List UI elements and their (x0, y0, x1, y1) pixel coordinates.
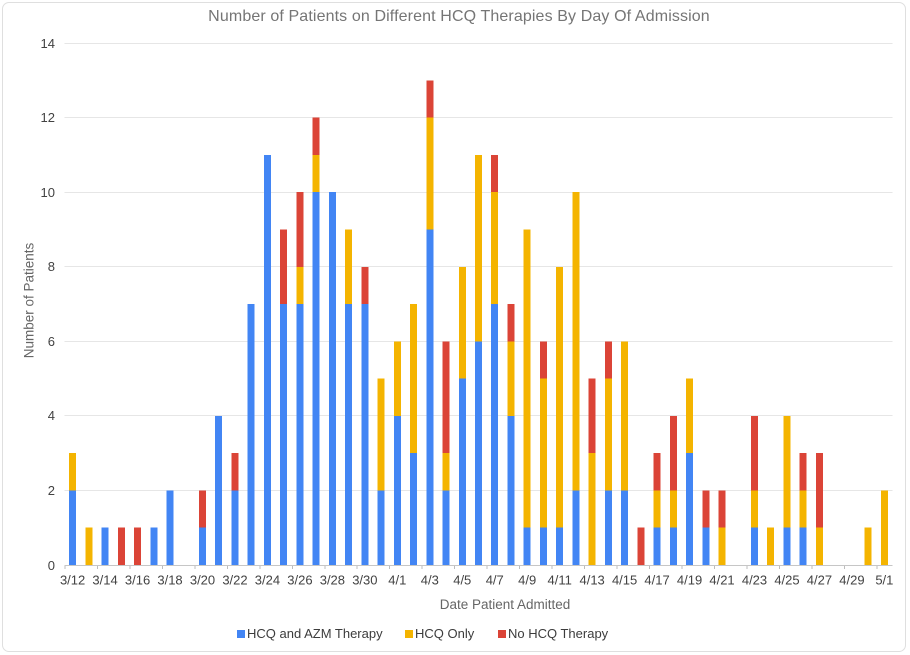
svg-text:4/17: 4/17 (644, 573, 669, 588)
svg-text:3/14: 3/14 (92, 573, 117, 588)
svg-text:4/25: 4/25 (774, 573, 799, 588)
svg-text:4/9: 4/9 (518, 573, 536, 588)
svg-text:3/24: 3/24 (255, 573, 280, 588)
svg-text:3/30: 3/30 (352, 573, 377, 588)
svg-text:4/5: 4/5 (453, 573, 471, 588)
svg-text:4/15: 4/15 (612, 573, 637, 588)
svg-text:3/18: 3/18 (157, 573, 182, 588)
svg-text:3/28: 3/28 (320, 573, 345, 588)
svg-text:0: 0 (48, 558, 55, 573)
svg-text:3/26: 3/26 (287, 573, 312, 588)
svg-text:4/7: 4/7 (486, 573, 504, 588)
svg-text:4/19: 4/19 (677, 573, 702, 588)
svg-text:6: 6 (48, 334, 55, 349)
svg-text:4/27: 4/27 (807, 573, 832, 588)
svg-text:3/16: 3/16 (125, 573, 150, 588)
svg-text:3/12: 3/12 (60, 573, 85, 588)
svg-text:12: 12 (41, 110, 55, 125)
svg-text:3/20: 3/20 (190, 573, 215, 588)
svg-text:4: 4 (48, 408, 55, 423)
svg-text:4/13: 4/13 (579, 573, 604, 588)
svg-text:4/21: 4/21 (709, 573, 734, 588)
svg-text:4/3: 4/3 (421, 573, 439, 588)
svg-text:4/23: 4/23 (742, 573, 767, 588)
svg-text:8: 8 (48, 259, 55, 274)
svg-text:4/29: 4/29 (839, 573, 864, 588)
svg-text:3/22: 3/22 (222, 573, 247, 588)
svg-text:2: 2 (48, 483, 55, 498)
svg-text:14: 14 (41, 36, 55, 51)
svg-text:5/1: 5/1 (875, 573, 893, 588)
svg-text:10: 10 (41, 185, 55, 200)
svg-text:4/11: 4/11 (548, 573, 572, 588)
svg-text:4/1: 4/1 (388, 573, 406, 588)
